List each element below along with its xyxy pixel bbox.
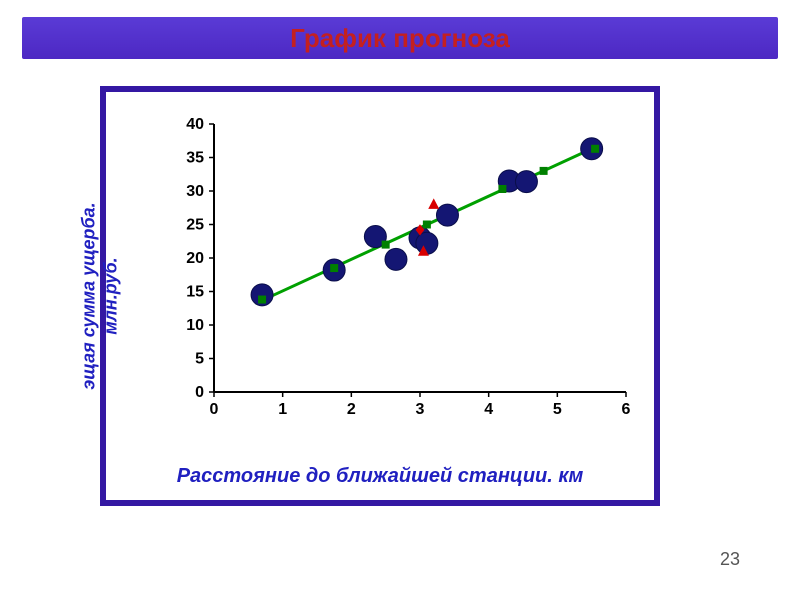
title-bar: График прогноза [22, 17, 778, 59]
svg-text:10: 10 [186, 317, 204, 334]
svg-text:0: 0 [195, 384, 204, 401]
page-number: 23 [720, 549, 740, 570]
svg-text:25: 25 [186, 217, 204, 234]
x-axis-label: Расстояние до ближайшей станции. км [133, 464, 626, 488]
svg-text:15: 15 [186, 284, 204, 301]
svg-text:5: 5 [195, 351, 204, 368]
svg-text:5: 5 [553, 401, 562, 418]
svg-text:4: 4 [484, 401, 493, 418]
svg-text:40: 40 [186, 116, 204, 133]
svg-text:3: 3 [416, 401, 425, 418]
svg-text:30: 30 [186, 183, 204, 200]
svg-text:2: 2 [347, 401, 356, 418]
svg-text:6: 6 [622, 401, 631, 418]
svg-text:0: 0 [210, 401, 219, 418]
page-title: График прогноза [290, 23, 510, 54]
svg-text:1: 1 [278, 401, 287, 418]
chart-frame: эщая сумма ущерба.млн.руб. 0510152025303… [100, 86, 660, 506]
svg-text:20: 20 [186, 250, 204, 267]
chart-inner: эщая сумма ущерба.млн.руб. 0510152025303… [106, 92, 654, 500]
scatter-plot: 0 5 10 15 20 25 30 35 40 0 1 2 3 4 5 6 [106, 92, 654, 500]
svg-text:35: 35 [186, 150, 204, 167]
